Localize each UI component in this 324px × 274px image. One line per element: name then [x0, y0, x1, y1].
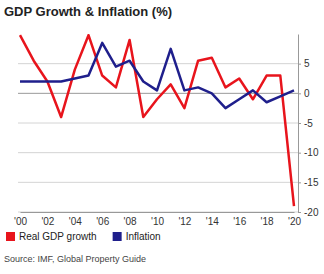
- grid-line: [18, 212, 298, 213]
- x-tick-label: '00: [14, 216, 27, 227]
- y-tick: -15: [298, 177, 319, 188]
- x-tick-label: '14: [206, 216, 219, 227]
- x-tick: '18: [261, 212, 274, 227]
- x-tick-label: '20: [288, 216, 301, 227]
- x-tick: '02: [41, 212, 54, 227]
- y-tick-mark: [298, 182, 301, 183]
- y-tick-mark: [298, 212, 301, 213]
- x-axis-line: [21, 212, 295, 213]
- y-tick: -5: [298, 118, 313, 129]
- y-tick-label: -15: [304, 177, 319, 188]
- x-tick: '04: [69, 212, 82, 227]
- x-tick: '08: [124, 212, 137, 227]
- grid-line: [18, 182, 298, 183]
- x-tick-label: '04: [69, 216, 82, 227]
- y-tick-label: -10: [304, 147, 319, 158]
- y-tick-label: 5: [304, 58, 310, 69]
- x-tick: '00: [14, 212, 27, 227]
- x-tick-label: '16: [233, 216, 246, 227]
- y-tick-label: -5: [304, 118, 313, 129]
- legend-label: Inflation: [126, 231, 161, 242]
- x-tick: '20: [288, 212, 301, 227]
- grid-line: [18, 152, 298, 153]
- y-tick-label: 0: [304, 88, 310, 99]
- grid-line: [18, 123, 298, 124]
- series-line: [20, 43, 294, 108]
- y-tick: 5: [298, 58, 310, 69]
- grid-line: [18, 63, 298, 64]
- x-axis: '00 '02 '04 '06 '08 '10 '12 '14 '16 '18 '20: [14, 212, 301, 227]
- y-tick-mark: [298, 93, 301, 94]
- y-axis: -20 -15 -10 -5 0 5: [298, 35, 319, 218]
- series-group: [20, 35, 294, 206]
- y-tick: -20: [298, 207, 319, 218]
- x-tick-label: '08: [124, 216, 137, 227]
- x-tick: '14: [206, 212, 219, 227]
- chart: GDP Growth & Inflation (%) -20 -15 -10 -5 0 5 '…: [0, 0, 324, 274]
- x-tick: '12: [178, 212, 191, 227]
- x-tick-label: '02: [41, 216, 54, 227]
- x-tick: '06: [96, 212, 109, 227]
- x-tick-label: '18: [261, 216, 274, 227]
- x-tick-label: '06: [96, 216, 109, 227]
- y-tick-mark: [298, 153, 301, 154]
- y-tick-mark: [298, 123, 301, 124]
- legend-label: Real GDP growth: [19, 231, 97, 242]
- series-line: [20, 35, 294, 206]
- x-tick: '16: [233, 212, 246, 227]
- x-tick: '10: [151, 212, 164, 227]
- y-tick-mark: [298, 64, 301, 65]
- x-tick-label: '10: [151, 216, 164, 227]
- title: GDP Growth & Inflation (%): [4, 4, 172, 19]
- legend-swatch: [113, 232, 122, 241]
- x-tick-label: '12: [178, 216, 191, 227]
- y-tick: 0: [298, 88, 310, 99]
- legend: Real GDP growth Inflation: [6, 231, 161, 242]
- y-tick-label: -20: [304, 207, 319, 218]
- legend-swatch: [6, 232, 15, 241]
- source: Source: IMF, Global Property Guide: [4, 254, 146, 264]
- y-tick: -10: [298, 147, 319, 158]
